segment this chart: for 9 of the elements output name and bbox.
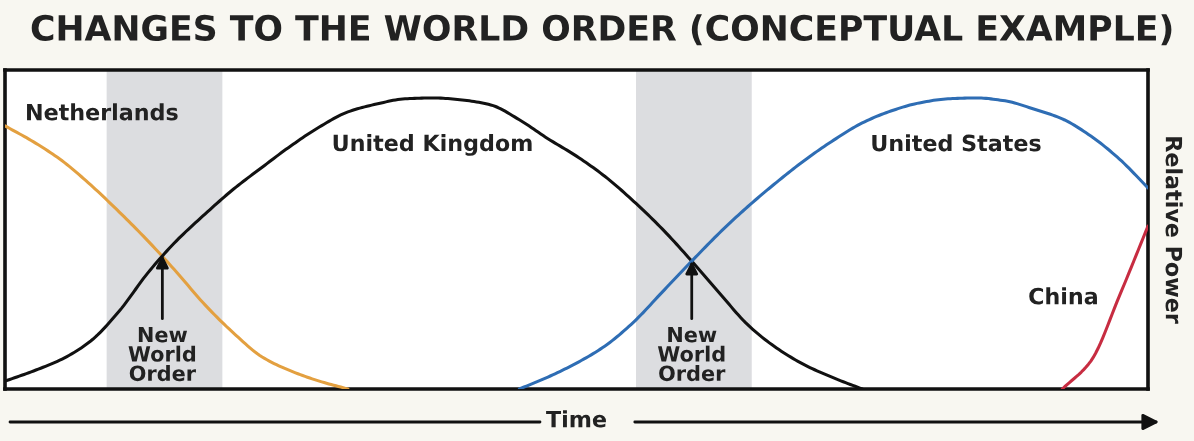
series-label: United States (872, 134, 1041, 152)
series-label: United Kingdom (333, 134, 532, 156)
series-label: China (1029, 287, 1097, 305)
y-axis-title: Relative Power (1165, 137, 1183, 324)
annotation: New World Order (657, 326, 726, 382)
series-label: Netherlands (27, 103, 178, 121)
x-axis-title: Time (546, 410, 606, 428)
annotation: New World Order (128, 326, 196, 382)
chart-title: CHANGES TO THE WORLD ORDER (CONCEPTUAL EXAMPLE) (31, 14, 1172, 46)
